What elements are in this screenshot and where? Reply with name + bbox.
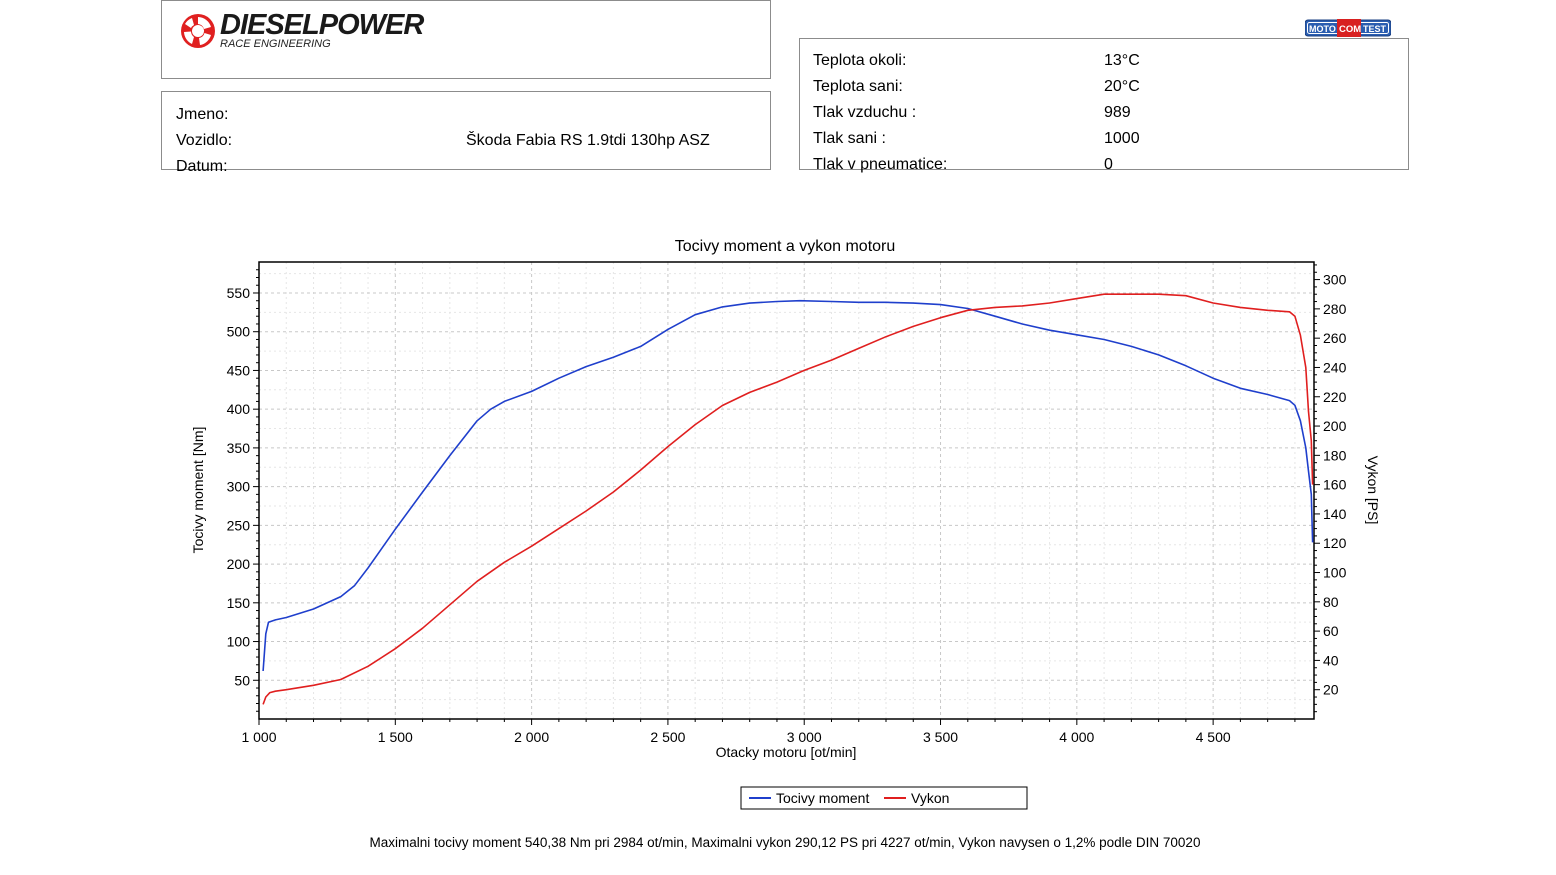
name-label: Jmeno: [176,106,229,123]
y-right-tick-label: 60 [1323,623,1339,639]
tyre-pressure-value: 0 [1104,156,1113,173]
y-right-tick-label: 40 [1323,652,1339,668]
air-pressure-label: Tlak vzduchu : [813,104,917,121]
vehicle-label: Vozidlo: [176,132,233,149]
y-right-tick-label: 140 [1323,506,1347,522]
vehicle-value: Škoda Fabia RS 1.9tdi 130hp ASZ [466,132,710,149]
y-left-tick-label: 250 [227,517,251,533]
y-left-tick-label: 500 [227,324,251,340]
x-tick-label: 1 500 [378,729,413,745]
badge-test-text: TEST [1363,24,1387,34]
y-right-tick-label: 180 [1323,447,1347,463]
badge-moto-text: MOTO [1309,24,1336,34]
y-right-tick-label: 200 [1323,418,1347,434]
motocomtest-badge: MOTO COM TEST [1305,19,1391,37]
x-tick-label: 2 000 [514,729,549,745]
y-axis-left-label: Tocivy moment [Nm] [190,427,206,554]
y-right-tick-label: 280 [1323,301,1347,317]
tyre-pressure-label: Tlak v pneumatice: [813,156,948,173]
x-axis-label: Otacky motoru [ot/min] [716,744,857,760]
legend-power-label: Vykon [911,790,949,806]
power-curve [262,293,1314,705]
y-right-tick-label: 220 [1323,389,1347,405]
legend-torque-label: Tocivy moment [776,790,869,806]
intake-pressure-value: 1000 [1104,130,1140,147]
brand-logo-text: DIESELPOWER [220,9,424,41]
brand-logo-subtitle: RACE ENGINEERING [220,38,331,50]
y-right-tick-label: 160 [1323,477,1347,493]
x-tick-label: 3 500 [923,729,958,745]
y-left-tick-label: 550 [227,285,251,301]
y-right-tick-label: 100 [1323,565,1347,581]
chart-title: Tocivy moment a vykon motoru [675,238,896,255]
summary-footer: Maximalni tocivy moment 540,38 Nm pri 29… [369,835,1201,850]
x-tick-label: 1 000 [241,729,276,745]
y-left-tick-label: 400 [227,401,251,417]
x-tick-label: 2 500 [650,729,685,745]
y-right-tick-label: 20 [1323,682,1339,698]
dyno-chart: Tocivy moment a vykon motoru 1 000 1 500 2… [190,238,1381,810]
y-left-tick-label: 100 [227,634,251,650]
y-left-tick-label: 50 [234,672,250,688]
intake-temp-value: 20°C [1104,78,1140,95]
chart-legend: Tocivy moment Vykon [740,786,1028,810]
date-label: Datum: [176,158,228,175]
y-left-tick-label: 350 [227,440,251,456]
y-right-tick-label: 80 [1323,594,1339,610]
badge-com-text: COM [1339,24,1361,35]
y-left-tick-label: 300 [227,479,251,495]
x-tick-label: 3 000 [787,729,822,745]
ambient-temp-label: Teplota okoli: [813,52,907,69]
y-left-tick-label: 200 [227,556,251,572]
test-conditions-panel: Teplota okoli: 13°C Teplota sani: 20°C T… [799,38,1409,173]
turbo-logo-icon [181,14,215,48]
y-axis-right-label: Vykon [PS] [1365,456,1381,525]
vehicle-info-panel: Jmeno: Vozidlo: Škoda Fabia RS 1.9tdi 13… [161,91,771,175]
intake-temp-label: Teplota sani: [813,78,903,95]
ambient-temp-value: 13°C [1104,52,1140,69]
y-left-tick-label: 450 [227,362,251,378]
x-tick-label: 4 500 [1196,729,1231,745]
y-right-tick-label: 300 [1323,272,1347,288]
y-left-tick-label: 150 [227,595,251,611]
y-right-tick-label: 120 [1323,535,1347,551]
logo-panel: DIESELPOWER RACE ENGINEERING [161,0,771,79]
y-right-tick-label: 260 [1323,330,1347,346]
torque-curve [262,299,1314,672]
air-pressure-value: 989 [1104,104,1131,121]
y-right-tick-label: 240 [1323,359,1347,375]
x-tick-label: 4 000 [1059,729,1094,745]
plot-area-frame [258,261,1315,720]
intake-pressure-label: Tlak sani : [813,130,886,147]
